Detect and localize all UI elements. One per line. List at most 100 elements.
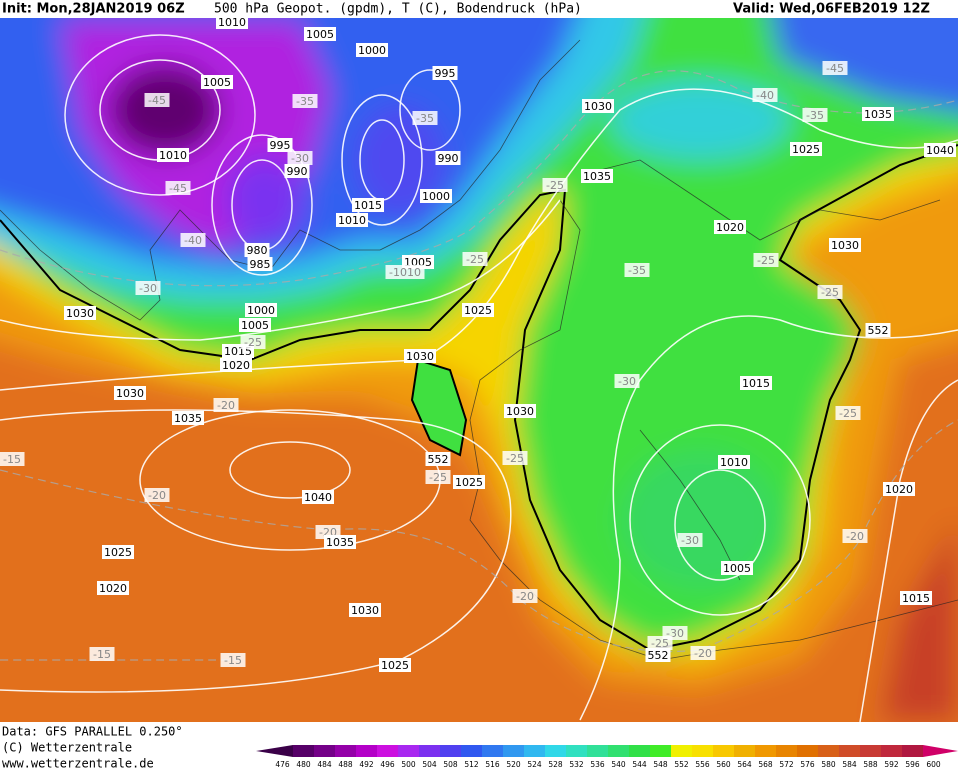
colorbar-label: 544 (632, 760, 647, 769)
colorbar-label: 552 (674, 760, 689, 769)
pressure-label: 1030 (831, 239, 859, 252)
pressure-label: 1000 (247, 304, 275, 317)
pressure-label: 1005 (723, 562, 751, 575)
colorbar-swatch (524, 745, 546, 757)
pressure-label: 1040 (304, 491, 332, 504)
label-box (240, 335, 266, 349)
label-box (0, 452, 25, 466)
colorbar-label: 588 (863, 760, 878, 769)
pressure-label: 1015 (354, 199, 382, 212)
colorbar-label: 524 (527, 760, 542, 769)
colorbar-label: 512 (464, 760, 479, 769)
url: www.wetterzentrale.de (2, 757, 154, 770)
temperature-label: -25 (651, 637, 669, 650)
label-box (201, 75, 233, 89)
label-box (97, 581, 129, 595)
label-box (614, 374, 640, 388)
init-time: Init: Mon,28JAN2019 06Z (2, 2, 185, 17)
temperature-label: -25 (757, 254, 775, 267)
colorbar-label: 500 (401, 760, 416, 769)
pressure-label: 1040 (926, 144, 954, 157)
pressure-label: 1010 (720, 456, 748, 469)
label-box (647, 636, 673, 650)
pressure-label: 1015 (902, 592, 930, 605)
colorbar-label: 532 (569, 760, 584, 769)
pressure-label: 1030 (584, 100, 612, 113)
pressure-label: 1025 (455, 476, 483, 489)
label-box (180, 233, 206, 247)
label-box (292, 94, 318, 108)
colorbar-swatch (776, 745, 798, 757)
pressure-label: 985 (250, 258, 271, 271)
colorbar-swatch (256, 745, 293, 757)
temperature-label: -15 (93, 648, 111, 661)
colorbar-label: 508 (443, 760, 458, 769)
colorbar-label: 480 (296, 760, 311, 769)
pressure-label: 990 (438, 152, 459, 165)
pressure-label: 552 (428, 453, 449, 466)
label-box (462, 303, 494, 317)
colorbar-label: 572 (779, 760, 794, 769)
colorbar-label: 592 (884, 760, 899, 769)
colorbar-label: 528 (548, 760, 563, 769)
pressure-label: 552 (868, 324, 889, 337)
label-box (512, 589, 538, 603)
label-box (677, 533, 703, 547)
label-box (220, 653, 246, 667)
colorbar-label: 476 (275, 760, 290, 769)
colorbar-swatch (671, 745, 693, 757)
label-box (582, 99, 614, 113)
temperature-label: -40 (756, 89, 774, 102)
label-box (842, 529, 868, 543)
colorbar-swatch (482, 745, 504, 757)
label-box (432, 66, 458, 80)
pressure-label: 1025 (464, 304, 492, 317)
colorbar-label: 596 (905, 760, 920, 769)
pressure-label: 1000 (422, 190, 450, 203)
colorbar-label: 484 (317, 760, 332, 769)
temperature-label: -35 (806, 109, 824, 122)
label-box (165, 181, 191, 195)
label-box (284, 164, 310, 178)
contour-552 (0, 144, 958, 652)
pressure-label: 980 (247, 244, 268, 257)
colorbar-swatch (587, 745, 609, 757)
pressure-label: 1010 (218, 16, 246, 29)
temperature-label: -1010 (389, 266, 421, 279)
temperature-label: -15 (3, 453, 21, 466)
label-box (102, 545, 134, 559)
colorbar-swatch (440, 745, 462, 757)
label-box (302, 490, 334, 504)
pressure-label: 1005 (203, 76, 231, 89)
pressure-label: 1030 (66, 307, 94, 320)
colorbar-swatch (398, 745, 420, 757)
colorbar-swatch (902, 745, 924, 757)
pressure-label: 990 (287, 165, 308, 178)
label-box (239, 318, 271, 332)
temperature-label: -40 (184, 234, 202, 247)
colorbar-swatch (461, 745, 483, 757)
pressure-label: 1025 (792, 143, 820, 156)
pressure-label: 1030 (506, 405, 534, 418)
temperature-label: -20 (516, 590, 534, 603)
label-box (425, 470, 451, 484)
pressure-label: 1035 (583, 170, 611, 183)
label-box (900, 591, 932, 605)
temperature-label: -25 (244, 336, 262, 349)
colorbar-swatch (629, 745, 651, 757)
temperature-label: -25 (466, 253, 484, 266)
label-box (690, 646, 716, 660)
label-box (752, 88, 778, 102)
data-source: Data: GFS PARALLEL 0.250° (2, 725, 183, 739)
colorbar-swatch (818, 745, 840, 757)
colorbar-swatch (356, 745, 378, 757)
temperature-label: -25 (546, 179, 564, 192)
label-box (835, 406, 861, 420)
label-box (502, 451, 528, 465)
colorbar-swatch (377, 745, 399, 757)
pressure-label: 1000 (358, 44, 386, 57)
map-title: 500 hPa Geopot. (gpdm), T (C), Bodendruc… (214, 2, 582, 17)
colorbar-label: 600 (926, 760, 941, 769)
